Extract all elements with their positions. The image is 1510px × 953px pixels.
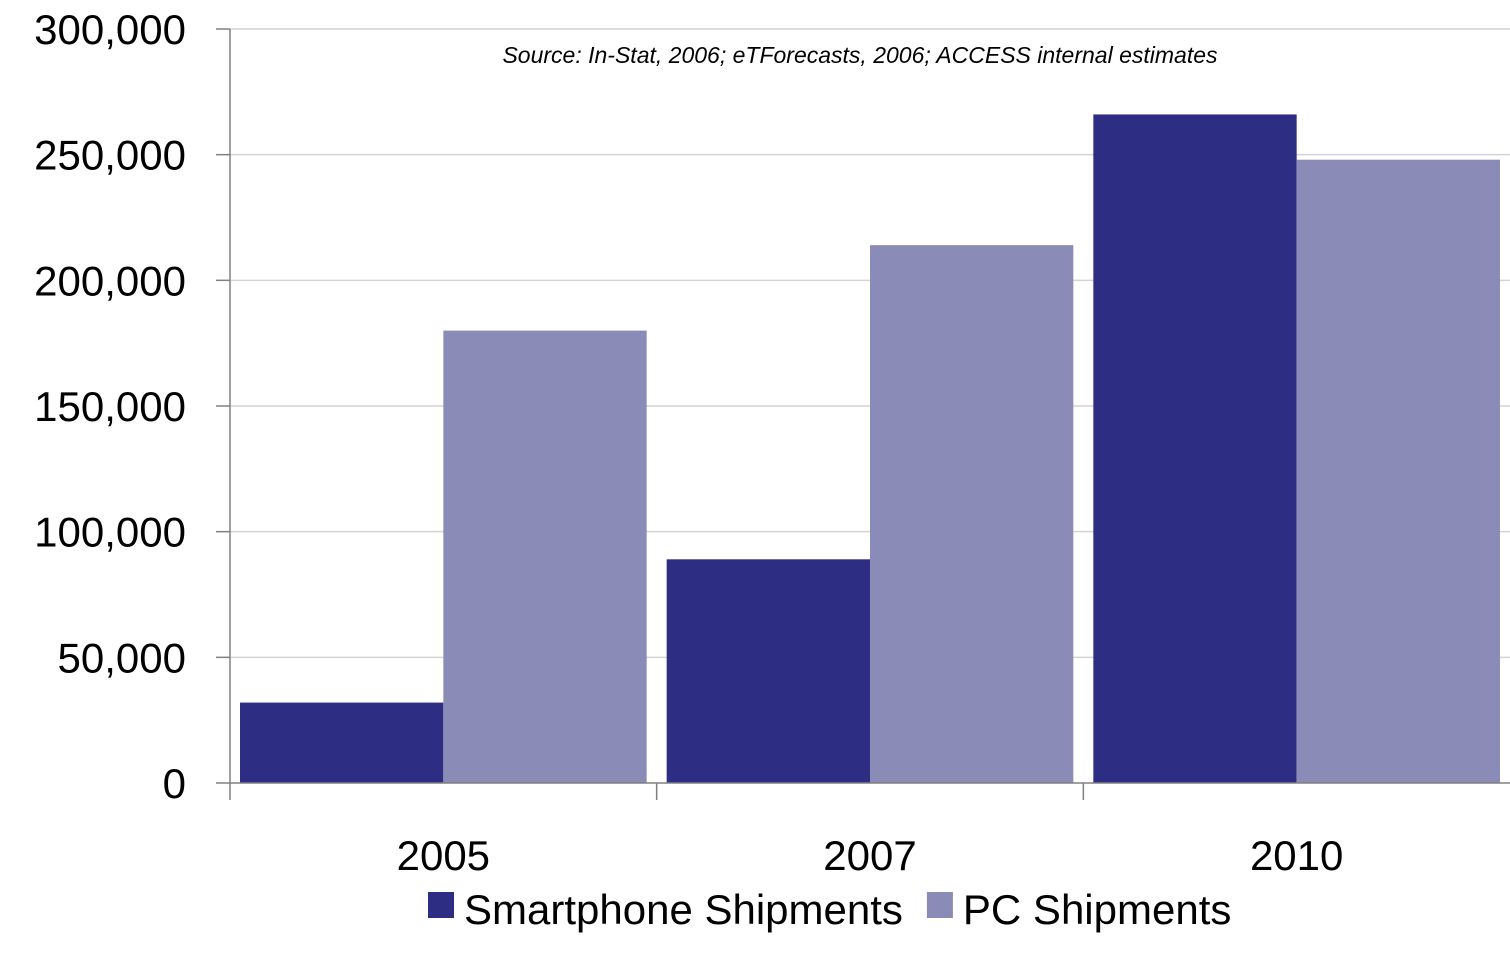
bar-smartphone-shipments-2005 [240, 702, 444, 783]
bar-pc-shipments-2010 [1296, 159, 1500, 783]
y-tick-label: 300,000 [34, 6, 186, 53]
bars [240, 114, 1500, 784]
x-tick-label: 2010 [1250, 832, 1343, 879]
legend-swatch [926, 892, 953, 918]
y-tick-label: 250,000 [34, 132, 186, 179]
y-tick-labels: 0 50,000 100,000 150,000 200,000 250,000 300,0… [34, 6, 186, 807]
y-tick-label: 150,000 [34, 383, 186, 430]
y-tick-label: 0 [163, 760, 186, 807]
bar-pc-shipments-2005 [443, 330, 647, 783]
axes [229, 29, 1510, 800]
legend-swatch [428, 892, 454, 918]
bar-pc-shipments-2007 [870, 245, 1074, 783]
y-tick-label: 50,000 [58, 634, 186, 681]
x-tick-label: 2005 [397, 832, 490, 879]
y-tick-label: 100,000 [34, 509, 186, 556]
x-tick-label: 2007 [823, 832, 916, 879]
legend: Smartphone Shipments PC Shipments [428, 886, 1231, 933]
source-annotation: Source: In-Stat, 2006; eTForecasts, 2006… [502, 42, 1218, 68]
legend-label: Smartphone Shipments [464, 886, 903, 933]
bar-smartphone-shipments-2010 [1093, 114, 1297, 784]
x-tick-labels: 2005 2007 2010 [397, 832, 1344, 879]
y-tick-label: 200,000 [34, 257, 186, 304]
bar-smartphone-shipments-2007 [666, 559, 870, 783]
legend-label: PC Shipments [963, 886, 1231, 933]
